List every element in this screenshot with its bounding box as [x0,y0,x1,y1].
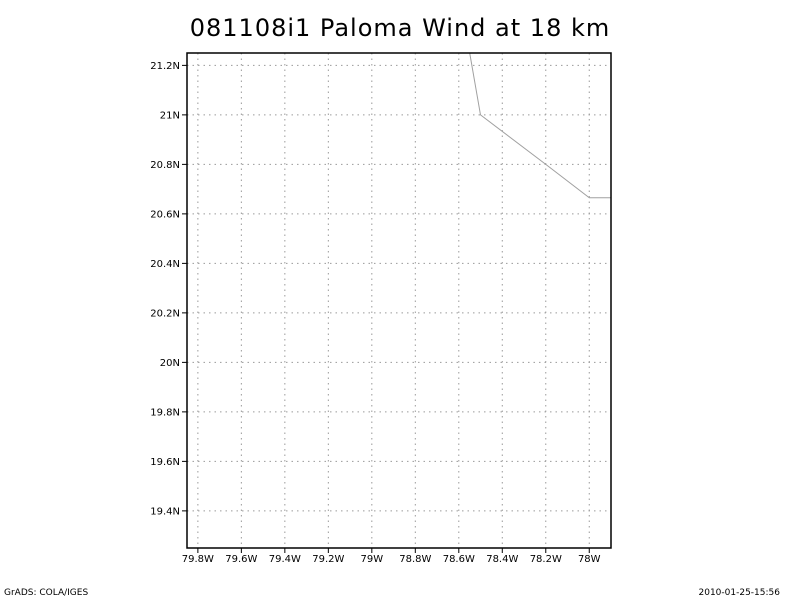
y-tick-label-8: 21N [160,110,180,121]
y-tick-label-1: 19.6N [150,457,180,468]
grid-lines [187,53,611,548]
y-tick-label-4: 20.2N [150,308,180,319]
y-tick-label-3: 20N [160,358,180,369]
map-title: 081108i1 Paloma Wind at 18 km [189,14,611,42]
y-tick-label-9: 21.2N [150,61,180,72]
y-tick-label-5: 20.4N [150,259,180,270]
y-tick-label-6: 20.6N [150,209,180,220]
footer-credit: GrADS: COLA/IGES [4,588,89,598]
x-tick-label-8: 78.2W [530,554,562,565]
x-axis-ticks: 79.8W 79.6W 79.4W 79.2W 79W 78.8W 78.6W 78.4W 78… [182,548,601,565]
y-tick-label-0: 19.4N [150,506,180,517]
y-tick-label-7: 20.8N [150,160,180,171]
x-tick-label-5: 78.8W [399,554,431,565]
y-tick-label-2: 19.8N [150,407,180,418]
x-tick-label-3: 79.2W [312,554,344,565]
x-tick-label-6: 78.6W [443,554,475,565]
x-tick-label-1: 79.6W [225,554,257,565]
coastline-layer [469,52,611,199]
x-tick-label-7: 78.4W [486,554,518,565]
map-frame [186,52,612,549]
x-tick-label-2: 79.4W [269,554,301,565]
x-tick-label-4: 79W [361,554,384,565]
coastline [469,52,611,199]
footer-timestamp: 2010-01-25-15:56 [698,588,781,598]
x-tick-label-9: 78W [578,554,601,565]
x-tick-label-0: 79.8W [182,554,214,565]
y-axis-ticks: 19.4N 19.6N 19.8N 20N 20.2N 20.4N 20.6N 20.8N 21… [150,61,187,517]
